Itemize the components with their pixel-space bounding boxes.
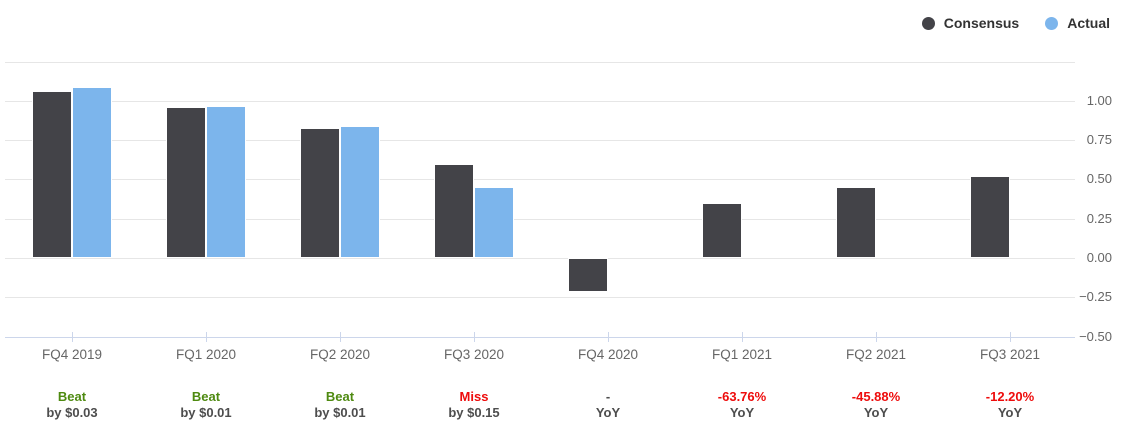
gridline (5, 100, 1075, 102)
x-axis-tick (742, 331, 743, 342)
y-axis-label: 0.00 (1086, 249, 1112, 265)
x-axis-tick (1010, 331, 1011, 342)
x-axis-label: FQ1 2020 (175, 347, 237, 362)
x-axis-tick (876, 331, 877, 342)
y-axis-label: 0.50 (1086, 171, 1112, 187)
consensus-bar-fq4-2019[interactable] (32, 91, 72, 258)
x-axis-label: FQ4 2020 (577, 347, 639, 362)
annotation-detail: by $0.15 (448, 405, 500, 420)
x-axis-label: FQ2 2021 (845, 347, 907, 362)
legend-item-consensus[interactable]: Consensus (921, 15, 1020, 31)
gridline (5, 257, 1075, 259)
x-axis-tick (608, 331, 609, 342)
x-axis-line (5, 336, 1075, 338)
gridline (5, 179, 1075, 181)
annotation-result: Beat (191, 389, 221, 404)
annotation-result: - (605, 389, 611, 404)
annotation-detail: YoY (595, 405, 621, 420)
actual-bar-fq4-2019[interactable] (72, 86, 112, 258)
actual-legend-marker-icon (1045, 16, 1059, 30)
surprise-annotation: Beat by $0.03 (5, 389, 139, 421)
consensus-legend-marker-icon (921, 16, 935, 30)
y-axis-label: 0.75 (1086, 132, 1112, 148)
annotation-detail: YoY (997, 405, 1023, 420)
gridline (5, 297, 1075, 299)
annotation-result: -45.88% (851, 389, 901, 404)
y-axis-label: −0.50 (1079, 328, 1112, 344)
annotation-detail: by $0.01 (314, 405, 366, 420)
gridline (5, 218, 1075, 220)
consensus-bar-fq3-2021[interactable] (970, 176, 1010, 258)
x-axis-label: FQ3 2021 (979, 347, 1041, 362)
annotation-result: Beat (325, 389, 355, 404)
gridline (5, 61, 1075, 63)
annotation-result: -63.76% (717, 389, 767, 404)
legend-label-actual: Actual (1067, 15, 1110, 31)
actual-bar-fq2-2020[interactable] (340, 125, 380, 258)
consensus-bar-fq2-2020[interactable] (300, 127, 340, 258)
annotation-result: Beat (57, 389, 87, 404)
y-axis-label: 1.00 (1086, 92, 1112, 108)
surprise-annotation: -63.76% YoY (675, 389, 809, 421)
surprise-annotation: - YoY (541, 389, 675, 421)
annotation-detail: YoY (863, 405, 889, 420)
annotation-result: -12.20% (985, 389, 1035, 404)
x-axis-tick (340, 331, 341, 342)
x-axis-label: FQ3 2020 (443, 347, 505, 362)
x-axis-tick (474, 331, 475, 342)
consensus-bar-fq1-2020[interactable] (166, 107, 206, 258)
x-axis-label: FQ1 2021 (711, 347, 773, 362)
annotation-detail: YoY (729, 405, 755, 420)
gridline (5, 140, 1075, 142)
consensus-bar-fq3-2020[interactable] (434, 163, 474, 258)
consensus-bar-fq1-2021[interactable] (702, 202, 742, 258)
legend-label-consensus: Consensus (943, 15, 1020, 31)
consensus-bar-fq4-2020[interactable] (568, 257, 608, 293)
consensus-bar-fq2-2021[interactable] (836, 187, 876, 258)
x-axis-label: FQ2 2020 (309, 347, 371, 362)
actual-bar-fq1-2020[interactable] (206, 105, 246, 258)
x-axis-label: FQ4 2019 (41, 347, 103, 362)
x-axis-tick (72, 331, 73, 342)
annotation-result: Miss (459, 389, 489, 404)
annotation-detail: by $0.01 (180, 405, 232, 420)
surprise-annotation: Beat by $0.01 (139, 389, 273, 421)
y-axis-label: 0.25 (1086, 210, 1112, 226)
actual-bar-fq3-2020[interactable] (474, 187, 514, 258)
surprise-annotation: -45.88% YoY (809, 389, 943, 421)
annotation-detail: by $0.03 (46, 405, 98, 420)
surprise-annotation: Beat by $0.01 (273, 389, 407, 421)
legend: Consensus Actual (921, 15, 1110, 31)
surprise-annotation: -12.20% YoY (943, 389, 1077, 421)
surprise-annotation: Miss by $0.15 (407, 389, 541, 421)
y-axis-label: −0.25 (1079, 289, 1112, 305)
legend-item-actual[interactable]: Actual (1045, 15, 1110, 31)
x-axis-tick (206, 331, 207, 342)
